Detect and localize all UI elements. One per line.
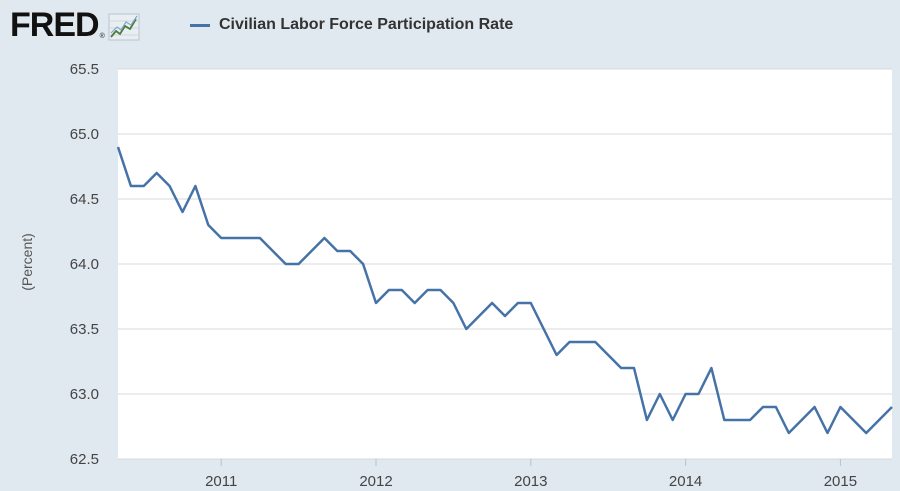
data-point[interactable] bbox=[773, 404, 779, 410]
data-point[interactable] bbox=[244, 235, 250, 241]
data-point[interactable] bbox=[438, 287, 444, 293]
data-point[interactable] bbox=[760, 404, 766, 410]
data-point[interactable] bbox=[850, 417, 856, 423]
y-tick-label: 64.5 bbox=[70, 191, 99, 208]
data-point[interactable] bbox=[618, 365, 624, 371]
data-point[interactable] bbox=[502, 313, 508, 319]
data-point[interactable] bbox=[412, 300, 418, 306]
x-tick-label: 2015 bbox=[824, 473, 857, 490]
x-tick-label: 2012 bbox=[359, 473, 392, 490]
legend-label: Civilian Labor Force Participation Rate bbox=[219, 16, 514, 33]
data-point[interactable] bbox=[825, 430, 831, 436]
y-axis-ticks: 62.5 63.0 63.5 64.0 64.5 65.0 65.5 bbox=[70, 61, 99, 468]
logo-registered-mark: ® bbox=[99, 33, 105, 40]
y-tick-label: 65.5 bbox=[70, 61, 99, 78]
data-point[interactable] bbox=[347, 248, 353, 254]
y-axis-label: (Percent) bbox=[19, 233, 35, 291]
series-line[interactable] bbox=[116, 146, 893, 435]
data-point[interactable] bbox=[863, 430, 869, 436]
data-point[interactable] bbox=[167, 183, 173, 189]
data-point[interactable] bbox=[360, 261, 366, 267]
data-point[interactable] bbox=[786, 430, 792, 436]
data-point[interactable] bbox=[876, 417, 882, 423]
data-point[interactable] bbox=[115, 144, 121, 150]
x-tick-label: 2014 bbox=[669, 473, 702, 490]
data-point[interactable] bbox=[231, 235, 237, 241]
data-point[interactable] bbox=[489, 300, 495, 306]
data-point[interactable] bbox=[708, 365, 714, 371]
data-point[interactable] bbox=[283, 261, 289, 267]
data-point[interactable] bbox=[218, 235, 224, 241]
data-point[interactable] bbox=[683, 391, 689, 397]
y-tick-label: 63.5 bbox=[70, 321, 99, 338]
data-point[interactable] bbox=[567, 339, 573, 345]
data-point[interactable] bbox=[128, 183, 134, 189]
data-point[interactable] bbox=[644, 417, 650, 423]
data-point[interactable] bbox=[270, 248, 276, 254]
data-point[interactable] bbox=[734, 417, 740, 423]
data-point[interactable] bbox=[141, 183, 147, 189]
data-point[interactable] bbox=[192, 183, 198, 189]
data-point[interactable] bbox=[257, 235, 263, 241]
data-point[interactable] bbox=[180, 209, 186, 215]
data-point[interactable] bbox=[837, 404, 843, 410]
data-point[interactable] bbox=[889, 404, 895, 410]
data-point[interactable] bbox=[528, 300, 534, 306]
data-point[interactable] bbox=[747, 417, 753, 423]
data-point[interactable] bbox=[425, 287, 431, 293]
series-group bbox=[115, 144, 895, 436]
data-point[interactable] bbox=[657, 391, 663, 397]
data-point[interactable] bbox=[670, 417, 676, 423]
data-point[interactable] bbox=[386, 287, 392, 293]
line-graph-icon bbox=[108, 13, 140, 41]
data-point[interactable] bbox=[334, 248, 340, 254]
data-point[interactable] bbox=[296, 261, 302, 267]
data-point[interactable] bbox=[631, 365, 637, 371]
data-point[interactable] bbox=[799, 417, 805, 423]
data-point[interactable] bbox=[373, 300, 379, 306]
y-tick-label: 63.0 bbox=[70, 386, 99, 403]
data-point[interactable] bbox=[721, 417, 727, 423]
y-tick-label: 64.0 bbox=[70, 256, 99, 273]
data-point[interactable] bbox=[476, 313, 482, 319]
y-tick-label: 65.0 bbox=[70, 126, 99, 143]
data-point[interactable] bbox=[205, 222, 211, 228]
data-point[interactable] bbox=[554, 352, 560, 358]
gridlines bbox=[118, 68, 892, 460]
logo-text: FRED bbox=[10, 6, 100, 44]
fred-logo[interactable]: FRED ® bbox=[10, 8, 140, 42]
data-point[interactable] bbox=[309, 248, 315, 254]
data-point[interactable] bbox=[399, 287, 405, 293]
data-point[interactable] bbox=[696, 391, 702, 397]
data-point[interactable] bbox=[592, 339, 598, 345]
data-point[interactable] bbox=[321, 235, 327, 241]
data-point[interactable] bbox=[463, 326, 469, 332]
chart-header: FRED ® Civilian Labor Force Participatio… bbox=[0, 0, 900, 60]
data-point[interactable] bbox=[579, 339, 585, 345]
data-point[interactable] bbox=[541, 326, 547, 332]
x-axis-ticks: 2011 2012 2013 2014 2015 bbox=[205, 459, 857, 490]
chart-legend[interactable]: Civilian Labor Force Participation Rate bbox=[190, 16, 513, 34]
x-tick-label: 2011 bbox=[205, 473, 237, 490]
data-point[interactable] bbox=[154, 170, 160, 176]
data-point[interactable] bbox=[450, 300, 456, 306]
x-tick-label: 2013 bbox=[514, 473, 547, 490]
data-point[interactable] bbox=[812, 404, 818, 410]
y-tick-label: 62.5 bbox=[70, 451, 99, 468]
data-point[interactable] bbox=[515, 300, 521, 306]
legend-swatch bbox=[190, 23, 210, 27]
data-point[interactable] bbox=[605, 352, 611, 358]
